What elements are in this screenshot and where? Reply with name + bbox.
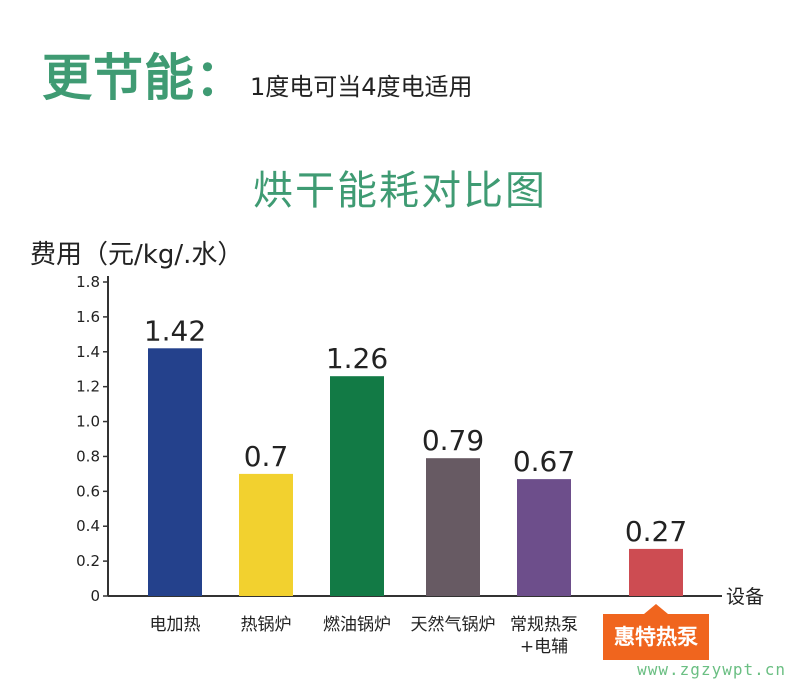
x-axis-label: 设备 (726, 586, 764, 608)
y-tick-label: 0 (90, 587, 100, 605)
bar-value-label: 1.42 (144, 314, 206, 347)
bar-value-label: 1.26 (326, 342, 388, 375)
bar (148, 348, 202, 596)
y-tick-label: 1.8 (76, 273, 100, 291)
x-tick-label: 电加热 (150, 615, 201, 635)
headline-sub: 1度电可当4度电适用 (250, 73, 473, 101)
y-tick-label: 0.6 (76, 482, 100, 500)
bar-value-label: 0.79 (422, 424, 484, 457)
headline: 更节能： 1度电可当4度电适用 (42, 38, 473, 110)
bar (629, 548, 683, 596)
bar (517, 479, 571, 596)
y-tick-label: 0.2 (76, 552, 100, 570)
bar-value-label: 0.7 (244, 440, 289, 473)
bar (426, 458, 480, 596)
x-tick-label: 常规热泵+电辅 (510, 615, 578, 657)
watermark: www.zgzywpt.cn (637, 660, 786, 679)
headline-main: 更节能： (42, 49, 246, 107)
y-tick-label: 1.0 (76, 413, 100, 431)
bar-value-label: 0.27 (625, 515, 687, 548)
y-tick-label: 1.4 (76, 343, 100, 361)
y-tick-label: 0.8 (76, 447, 100, 465)
bar-value-label: 0.67 (513, 445, 575, 478)
chart-title: 烘干能耗对比图 (253, 168, 547, 214)
highlight-label-badge (603, 604, 709, 660)
y-tick-label: 0.4 (76, 517, 100, 535)
y-tick-label: 1.2 (76, 378, 100, 396)
x-tick-label: 燃油锅炉 (323, 615, 391, 635)
y-tick-label: 1.6 (76, 308, 100, 326)
bar (239, 473, 293, 596)
x-tick-label: 惠特热泵 (614, 625, 698, 649)
x-tick-label: 热锅炉 (241, 615, 292, 635)
y-axis-label: 费用（元/kg/.水） (30, 240, 243, 270)
bar (330, 376, 384, 596)
x-tick-label: 天然气锅炉 (411, 615, 496, 635)
